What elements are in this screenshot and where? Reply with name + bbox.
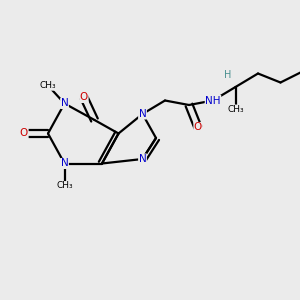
Text: N: N (139, 154, 146, 164)
Text: CH₃: CH₃ (40, 81, 56, 90)
Text: CH₃: CH₃ (56, 182, 73, 190)
Text: N: N (61, 98, 68, 109)
Text: O: O (80, 92, 88, 103)
Text: N: N (139, 109, 146, 119)
Text: NH: NH (205, 95, 221, 106)
Text: O: O (20, 128, 28, 139)
Text: CH₃: CH₃ (227, 105, 244, 114)
Text: O: O (194, 122, 202, 133)
Text: N: N (61, 158, 68, 169)
Text: H: H (224, 70, 232, 80)
Text: CH₃: CH₃ (40, 81, 56, 90)
